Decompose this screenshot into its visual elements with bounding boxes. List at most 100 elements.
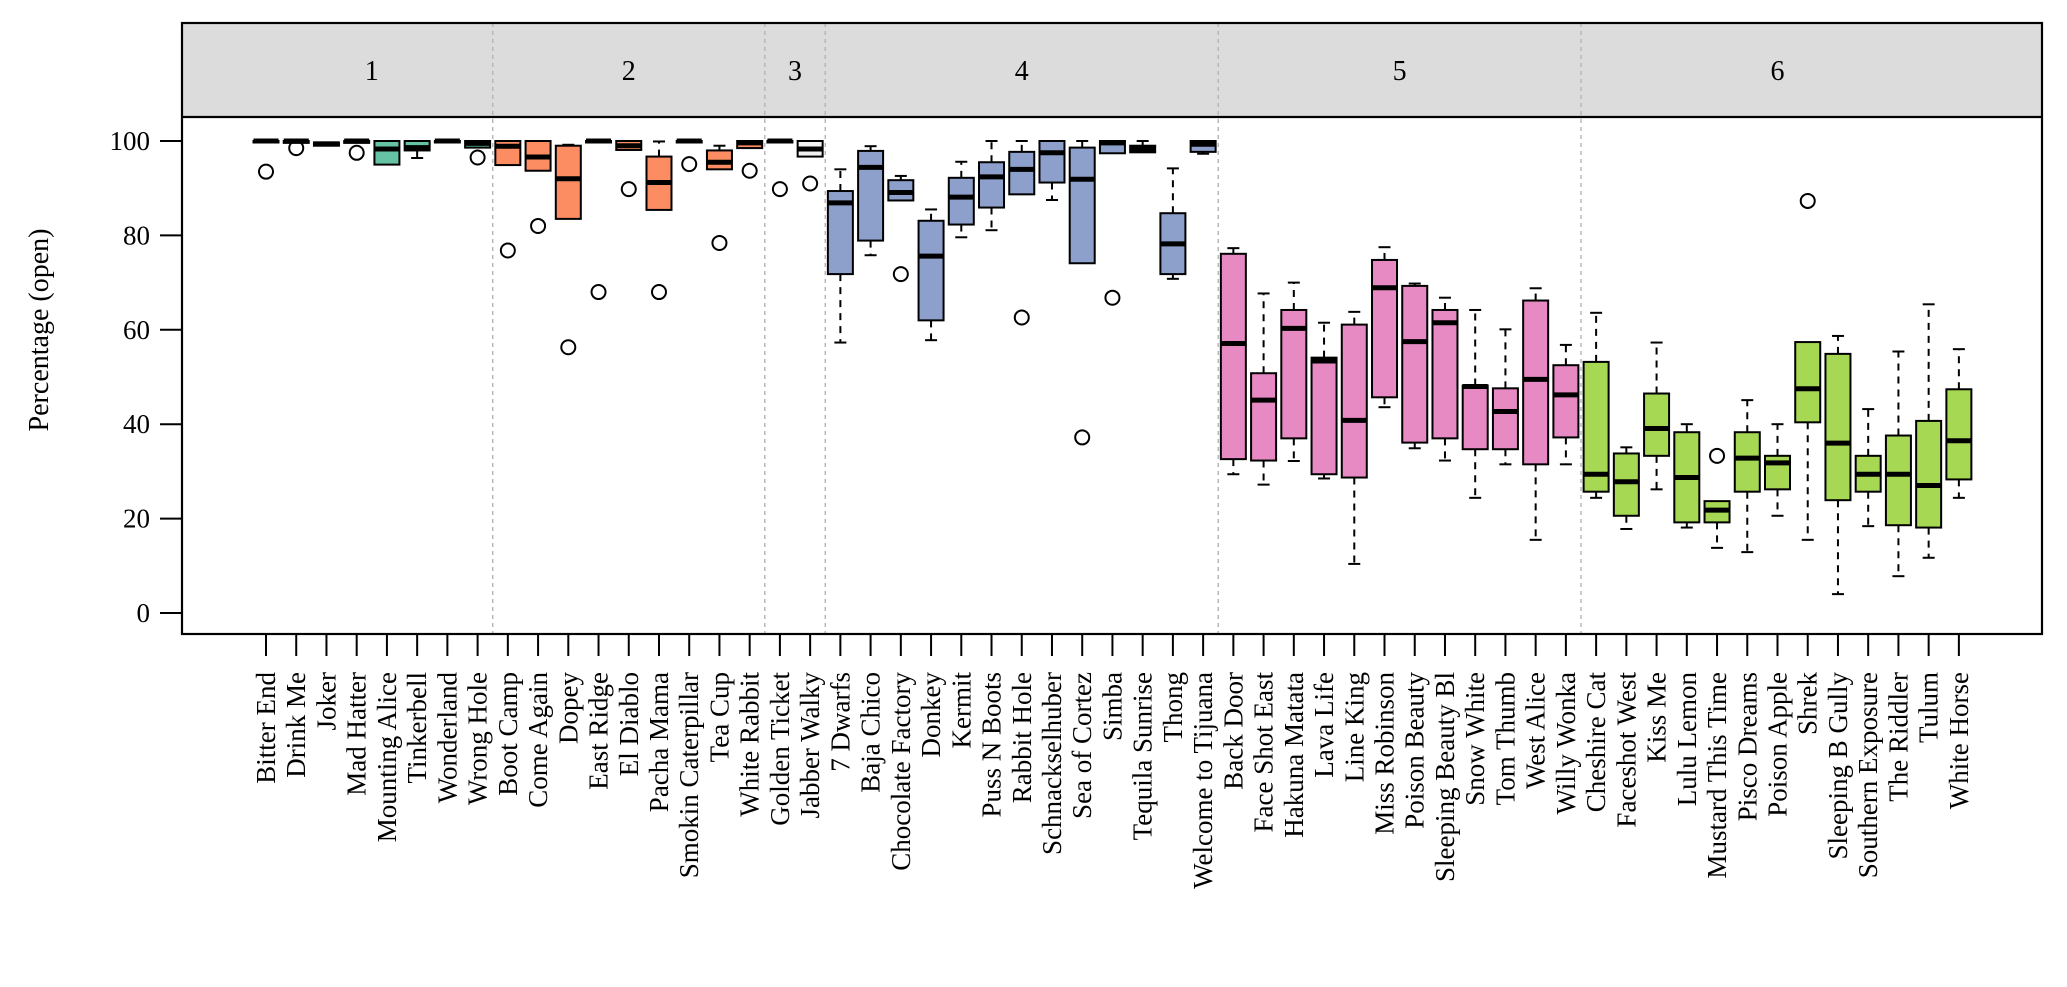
outlier-point: [650, 284, 667, 301]
outlier-point: [348, 144, 365, 161]
box-faceshot-west: [1612, 446, 1640, 530]
outlier-point: [681, 156, 698, 173]
x-tick-label: Kermit: [946, 672, 976, 749]
panel-label-1: 1: [365, 56, 379, 87]
box-pisco-dreams: [1733, 399, 1761, 554]
iqr-box: [1522, 299, 1550, 466]
x-tick-label: Pacha Mama: [644, 672, 674, 812]
iqr-box: [1884, 434, 1912, 527]
box-lava-life: [1310, 321, 1338, 480]
box-schnackselhuber: [1038, 140, 1066, 201]
x-tick-label: Joker: [311, 672, 341, 730]
x-tick-label: Thong: [1158, 672, 1188, 743]
x-tick-label: East Ridge: [584, 672, 614, 790]
x-tick-label: Lulu Lemon: [1672, 672, 1702, 807]
iqr-box: [554, 144, 582, 220]
box-welcome-to-tijuana: [1189, 140, 1217, 155]
outlier-point: [590, 284, 607, 301]
iqr-box: [978, 161, 1006, 209]
outlier-point: [288, 140, 305, 157]
x-tick-label: Face Shot East: [1249, 672, 1279, 833]
box-the-riddler: [1884, 350, 1912, 578]
iqr-box: [1824, 352, 1852, 502]
box-rabbit-hole: [1008, 140, 1036, 326]
outlier-point: [771, 181, 788, 198]
x-tick-label: 7 Dwarfs: [825, 672, 855, 772]
box-bitter-end: [252, 138, 280, 180]
x-tick-label: Back Door: [1218, 672, 1248, 790]
x-tick-label: Tea Cup: [704, 672, 734, 762]
x-tick-label: Line King: [1339, 672, 1369, 782]
x-tick-label: Miss Robinson: [1370, 672, 1400, 835]
box-baja-chico: [857, 145, 885, 257]
x-tick-label: Snow White: [1460, 672, 1490, 806]
box-white-horse: [1945, 348, 1973, 499]
box-smokin-caterpillar: [675, 138, 703, 173]
x-tick-label: Simba: [1097, 672, 1127, 741]
iqr-box: [1068, 146, 1096, 265]
x-tick-label: Willy Wonka: [1551, 672, 1581, 814]
x-tick-label: Tulum: [1914, 672, 1944, 743]
box-golden-ticket: [766, 138, 794, 198]
box-el-diablo: [615, 140, 643, 198]
box-wrong-hole: [464, 140, 492, 166]
x-tick-label: Puss N Boots: [977, 672, 1007, 818]
x-tick-label: White Rabbit: [735, 672, 765, 817]
x-tick-label: Mad Hatter: [342, 672, 372, 796]
x-tick-label: Wonderland: [432, 672, 462, 804]
iqr-box: [1582, 360, 1610, 493]
x-tick-label: Faceshot West: [1611, 672, 1641, 828]
box-come-again: [524, 140, 552, 234]
iqr-box: [1612, 452, 1640, 517]
x-tick-label: Bitter End: [251, 672, 281, 784]
y-tick-label: 40: [123, 409, 150, 439]
x-tick-label: Poison Apple: [1763, 672, 1793, 817]
box-chocolate-factory: [887, 174, 915, 283]
iqr-box: [1310, 356, 1338, 476]
x-tick-label: Kiss Me: [1642, 672, 1672, 763]
x-tick-label: The Riddler: [1883, 672, 1913, 802]
x-tick-label: Come Again: [523, 672, 553, 808]
panel-strip-labels: 1 2 3 4 5 6: [365, 56, 1785, 87]
outlier-point: [258, 163, 274, 180]
box-mounting-alice: [373, 140, 401, 166]
iqr-box: [1491, 387, 1519, 451]
y-axis-title: Percentage (open): [24, 229, 55, 432]
x-axis: Bitter End Drink Me Joker Mad Hatter Mountin…: [251, 634, 1974, 889]
box-poison-beauty: [1401, 282, 1429, 450]
box-sleeping-beauty-bl: [1431, 296, 1459, 462]
panel-label-4: 4: [1015, 56, 1029, 87]
panel-label-2: 2: [622, 56, 636, 87]
box-sleeping-b-gully: [1824, 334, 1852, 596]
plot-frame: [180, 21, 2044, 636]
iqr-box: [917, 219, 945, 322]
x-tick-label: Hakuna Matata: [1279, 672, 1309, 838]
box-hakuna-matata: [1280, 281, 1308, 463]
iqr-box: [1219, 252, 1247, 461]
x-tick-label: Southern Exposure: [1853, 672, 1883, 878]
x-tick-label: Baja Chico: [856, 672, 886, 793]
outlier-point: [469, 149, 486, 166]
panel-label-5: 5: [1393, 56, 1407, 87]
box-pacha-mama: [645, 140, 673, 301]
x-tick-label: Sea of Cortez: [1067, 672, 1097, 819]
box-kermit: [947, 160, 975, 239]
box-boot-camp: [494, 140, 522, 259]
box-mad-hatter: [343, 138, 371, 161]
x-tick-label: Sleeping Beauty Bl: [1430, 672, 1460, 882]
iqr-box: [1008, 150, 1036, 196]
box-shrek: [1794, 192, 1822, 541]
x-tick-label: Schnackselhuber: [1037, 672, 1067, 855]
box-7-dwarfs: [826, 168, 854, 344]
iqr-box: [373, 140, 401, 166]
x-tick-label: Smokin Caterpillar: [674, 672, 704, 878]
box-tinkerbell: [403, 140, 431, 159]
x-tick-label: Tom Thumb: [1490, 672, 1520, 805]
y-axis: 0 20 40 60 80 100: [110, 126, 182, 628]
box-southern-exposure: [1854, 408, 1882, 528]
outlier-point: [530, 217, 547, 234]
box-east-ridge: [585, 138, 613, 301]
iqr-box: [1280, 308, 1308, 440]
x-tick-label: Boot Camp: [493, 672, 523, 796]
